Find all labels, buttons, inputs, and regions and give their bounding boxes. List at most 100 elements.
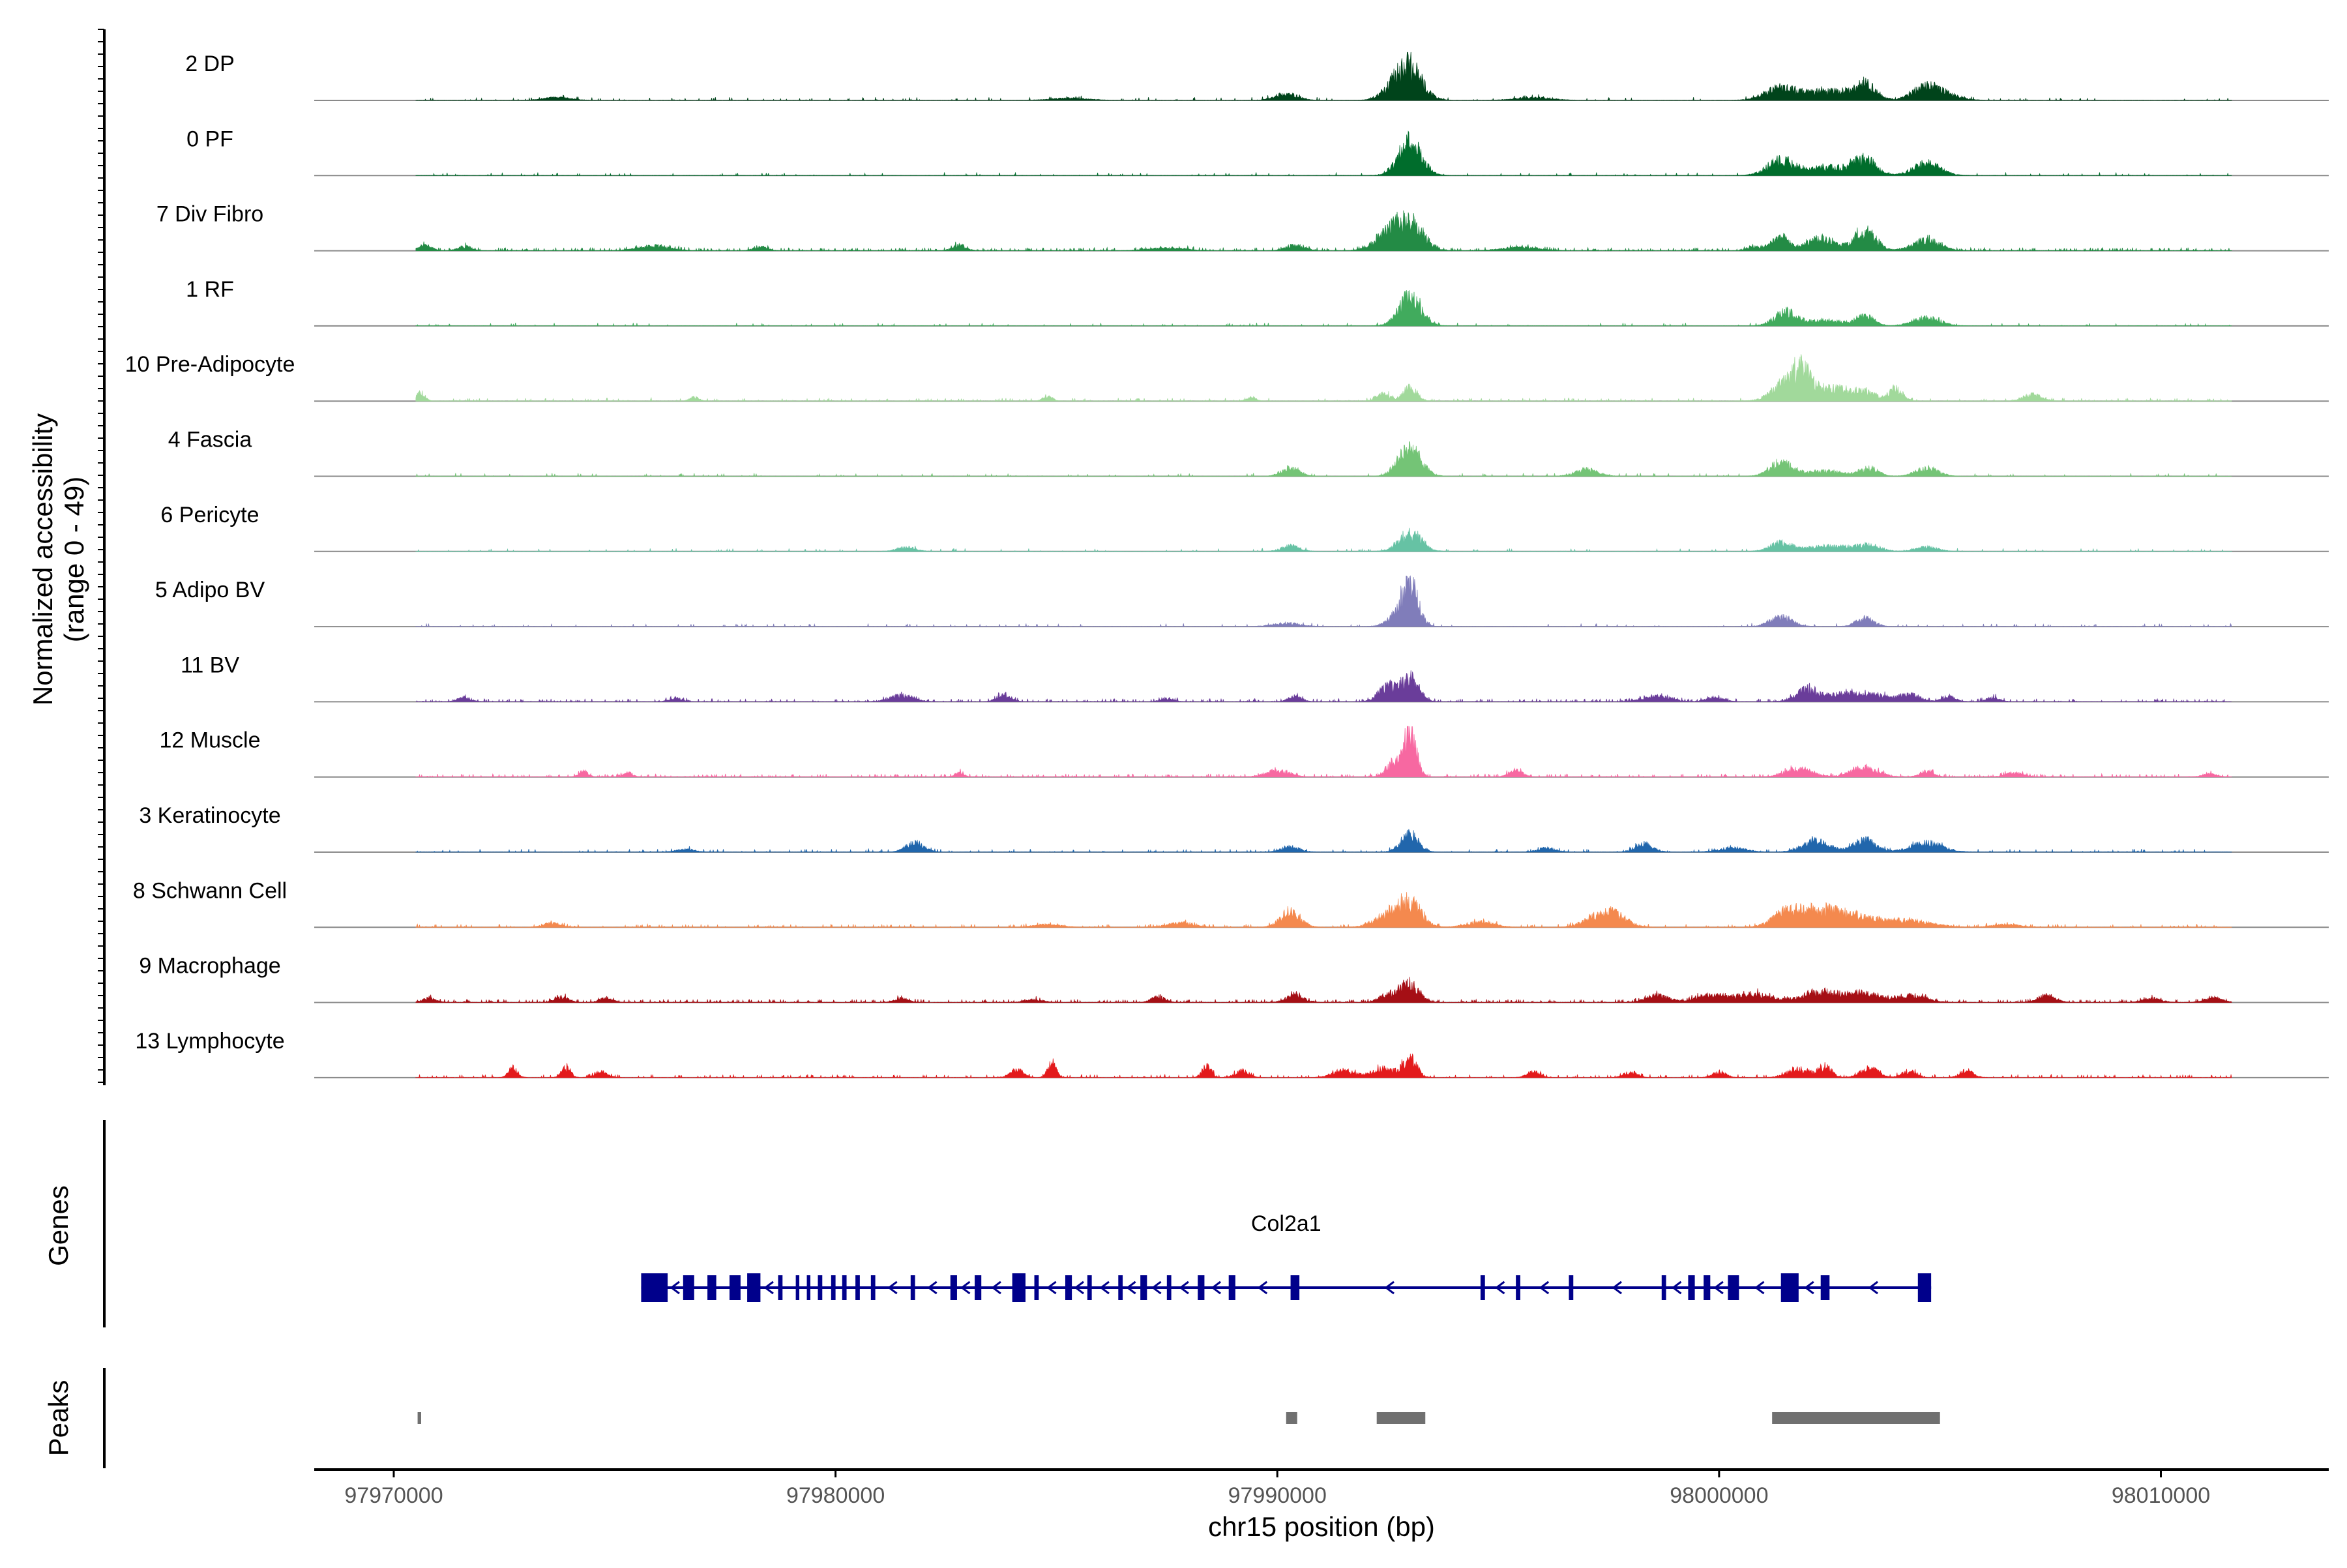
- gene-exon: [1917, 1273, 1932, 1302]
- gene-exon: [641, 1273, 668, 1302]
- gene-exon: [1569, 1275, 1574, 1300]
- gene-exon: [1661, 1275, 1666, 1300]
- track-label-10-pre-adipocyte: 10 Pre-Adipocyte: [125, 352, 295, 377]
- track-coverage-4-fascia: [415, 441, 2232, 477]
- gene-exon: [778, 1275, 783, 1300]
- track-label-1-rf: 1 RF: [186, 277, 234, 302]
- x-axis: 97970000 97980000 97990000 98000000 98010000…: [314, 1468, 2329, 1542]
- gene-exon: [975, 1275, 982, 1300]
- gene-exon: [1118, 1275, 1123, 1300]
- x-tick-label: 98010000: [2112, 1483, 2210, 1508]
- gene-exon: [842, 1275, 847, 1300]
- track-label-5-adipo-bv: 5 Adipo BV: [155, 578, 265, 602]
- gene-exon: [707, 1275, 716, 1300]
- strand-arrow-icon: [1126, 1280, 1136, 1295]
- strand-arrow-icon: [1151, 1280, 1162, 1295]
- x-tick-label: 97990000: [1228, 1483, 1327, 1508]
- gene-exon: [1780, 1273, 1799, 1302]
- track-coverage-11-bv: [415, 670, 2232, 703]
- x-tick-label: 97970000: [344, 1483, 443, 1508]
- track-coverage-3-keratinocyte: [415, 829, 2232, 853]
- track-6-pericyte: 6 Pericyte: [160, 503, 2329, 553]
- strand-arrow-icon: [1211, 1280, 1221, 1295]
- strand-arrow-icon: [1671, 1280, 1682, 1295]
- track-coverage-5-adipo-bv: [415, 575, 2232, 628]
- track-5-adipo-bv: 5 Adipo BV: [155, 575, 2329, 628]
- x-axis-ticks: 97970000 97980000 97990000 98000000 98010000: [344, 1470, 2210, 1508]
- strand-arrow-icon: [1384, 1280, 1395, 1295]
- track-label-11-bv: 11 BV: [181, 653, 239, 677]
- strand-arrow-icon: [991, 1280, 1001, 1295]
- gene-exon: [1820, 1275, 1830, 1300]
- strand-arrow-icon: [1494, 1280, 1505, 1295]
- strand-arrow-icon: [960, 1280, 971, 1295]
- gene-exon: [950, 1275, 957, 1300]
- peak-regions: [417, 1412, 1940, 1424]
- strand-arrow-icon: [1868, 1280, 1878, 1295]
- strand-arrow-icon: [1754, 1280, 1765, 1295]
- track-11-bv: 11 BV: [181, 653, 2329, 703]
- gene-exon: [1728, 1275, 1739, 1300]
- gene-exon: [683, 1275, 694, 1300]
- track-label-2-dp: 2 DP: [185, 52, 235, 76]
- coverage-y-axis: [98, 29, 106, 1086]
- track-coverage-1-rf: [415, 290, 2232, 327]
- strand-arrow-icon: [1179, 1280, 1189, 1295]
- peaks-panel: Peaks: [43, 1368, 1940, 1468]
- track-4-fascia: 4 Fascia: [168, 428, 2329, 477]
- peak-region: [417, 1412, 421, 1424]
- strand-arrow-icon: [1539, 1280, 1550, 1295]
- track-10-pre-adipocyte: 10 Pre-Adipocyte: [125, 352, 2329, 402]
- gene-exon: [1012, 1273, 1026, 1302]
- gene-exon: [1166, 1275, 1172, 1300]
- gene-exon: [1516, 1275, 1520, 1300]
- track-0-pf: 0 PF: [186, 126, 2329, 177]
- strand-arrow-icon: [763, 1280, 774, 1295]
- x-tick-label: 97980000: [786, 1483, 885, 1508]
- track-label-4-fascia: 4 Fascia: [168, 428, 252, 452]
- track-label-12-muscle: 12 Muscle: [160, 728, 261, 753]
- peak-region: [1286, 1412, 1297, 1424]
- strand-arrow-icon: [670, 1280, 680, 1295]
- strand-arrow-icon: [887, 1280, 898, 1295]
- x-axis-title: chr15 position (bp): [1208, 1511, 1435, 1542]
- track-coverage-8-schwann-cell: [415, 892, 2232, 928]
- gene-exon: [729, 1275, 741, 1300]
- gene-exon: [1704, 1275, 1711, 1300]
- gene-exon: [831, 1275, 836, 1300]
- gene-exon: [1228, 1275, 1235, 1300]
- gene-exon: [1087, 1275, 1092, 1300]
- track-coverage-7-div-fibro: [415, 210, 2232, 252]
- gene-exon: [1065, 1275, 1072, 1300]
- y-axis-title-line2: (range 0 - 49): [59, 477, 89, 642]
- track-coverage-6-pericyte: [415, 527, 2232, 553]
- y-axis-title: Normalized accessibility (range 0 - 49): [27, 413, 89, 705]
- gene-exon: [818, 1275, 823, 1300]
- track-1-rf: 1 RF: [186, 277, 2329, 327]
- track-3-keratinocyte: 3 Keratinocyte: [139, 803, 2329, 853]
- track-label-0-pf: 0 PF: [186, 126, 233, 151]
- gene-exon: [806, 1275, 810, 1300]
- gene-exon: [855, 1275, 860, 1300]
- track-label-7-div-fibro: 7 Div Fibro: [156, 202, 263, 227]
- genes-panel: Genes Col2a1: [43, 1120, 1932, 1327]
- gene-name-label: Col2a1: [1251, 1211, 1321, 1236]
- gene-exon: [1480, 1275, 1485, 1300]
- track-label-9-macrophage: 9 Macrophage: [139, 954, 280, 979]
- genes-track-label: Genes: [43, 1185, 74, 1266]
- gene-model-col2a1: [641, 1273, 1932, 1302]
- gene-exon: [1290, 1275, 1300, 1300]
- track-coverage-12-muscle: [415, 726, 2232, 778]
- x-tick-label: 98000000: [1670, 1483, 1768, 1508]
- track-12-muscle: 12 Muscle: [160, 726, 2329, 778]
- track-label-13-lymphocyte: 13 Lymphocyte: [135, 1029, 284, 1054]
- track-coverage-9-macrophage: [415, 977, 2232, 1004]
- peak-region: [1772, 1412, 1940, 1424]
- strand-arrow-icon: [927, 1280, 937, 1295]
- strand-arrow-icon: [1099, 1280, 1110, 1295]
- strand-arrow-icon: [1257, 1280, 1268, 1295]
- strand-arrow-icon: [1074, 1280, 1084, 1295]
- strand-arrow-icon: [1804, 1280, 1814, 1295]
- gene-exon: [1140, 1275, 1147, 1300]
- strand-arrow-icon: [1612, 1280, 1622, 1295]
